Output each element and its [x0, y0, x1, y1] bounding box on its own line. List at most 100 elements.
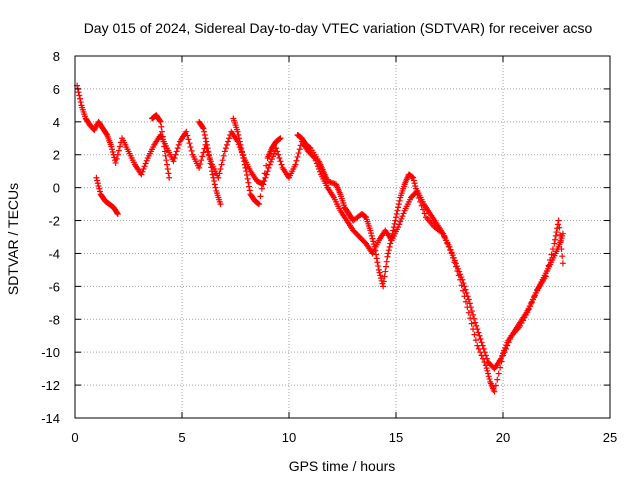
- x-tick-label: 15: [389, 430, 403, 445]
- data-point: [207, 160, 214, 167]
- data-point: [502, 345, 509, 352]
- data-point: [94, 180, 101, 187]
- data-point: [373, 251, 380, 258]
- data-point: [277, 158, 284, 165]
- data-point: [266, 161, 273, 168]
- data-point: [501, 349, 508, 356]
- data-point: [235, 131, 242, 138]
- data-point: [372, 247, 379, 254]
- data-point: [262, 174, 269, 181]
- data-point: [386, 243, 393, 250]
- data-point: [466, 300, 473, 307]
- data-point: [479, 342, 486, 349]
- data-point: [171, 155, 178, 162]
- y-tick-label: -8: [48, 312, 60, 327]
- data-point: [461, 283, 468, 290]
- data-point: [371, 243, 378, 250]
- data-point: [256, 201, 263, 208]
- data-point: [500, 352, 506, 359]
- data-point: [142, 160, 149, 167]
- data-point: [394, 207, 401, 214]
- y-tick-label: 6: [53, 82, 60, 97]
- data-point: [143, 157, 150, 164]
- data-point: [420, 206, 427, 213]
- data-point: [188, 147, 195, 154]
- y-tick-label: 8: [53, 49, 60, 64]
- grid-lines: [75, 56, 610, 418]
- data-point: [559, 230, 566, 237]
- data-point: [467, 315, 474, 322]
- data-point: [458, 282, 465, 289]
- data-point: [260, 178, 267, 185]
- data-point: [388, 237, 395, 244]
- data-point: [212, 184, 219, 191]
- data-point: [108, 143, 115, 150]
- data-point: [393, 214, 399, 221]
- data-point: [75, 89, 82, 96]
- data-point: [375, 263, 382, 270]
- plot-frame: [74, 55, 611, 419]
- data-point: [210, 174, 217, 181]
- data-point: [395, 204, 402, 211]
- x-tick-label: 10: [282, 430, 296, 445]
- data-point: [461, 293, 468, 300]
- data-point: [411, 180, 418, 187]
- data-point: [96, 188, 103, 195]
- data-point: [156, 117, 163, 124]
- data-point: [398, 215, 405, 222]
- data-point: [451, 259, 458, 266]
- data-point: [211, 181, 218, 188]
- data-point: [275, 151, 282, 158]
- data-point: [452, 263, 459, 270]
- data-point: [196, 164, 203, 171]
- data-point: [542, 273, 549, 280]
- data-point: [442, 237, 449, 244]
- data-point: [485, 373, 492, 380]
- y-tick-label: 0: [53, 181, 60, 196]
- data-point: [112, 159, 119, 166]
- data-point: [158, 123, 165, 130]
- data-point: [276, 155, 283, 162]
- data-point: [205, 148, 212, 155]
- data-point: [211, 178, 218, 185]
- data-point: [243, 168, 250, 175]
- y-tick-label: 4: [53, 115, 60, 130]
- data-point: [368, 232, 375, 239]
- data-point: [263, 162, 270, 169]
- data-point: [160, 138, 167, 145]
- data-point: [559, 260, 566, 267]
- data-point: [242, 164, 249, 171]
- data-point: [141, 163, 148, 170]
- data-point: [390, 227, 397, 234]
- data-point: [558, 246, 565, 253]
- data-point: [241, 161, 248, 168]
- y-tick-label: 2: [53, 148, 60, 163]
- data-point: [385, 247, 392, 254]
- data-point: [457, 276, 464, 283]
- data-point: [380, 283, 387, 290]
- data-point: [95, 182, 102, 189]
- x-tick-label: 20: [496, 430, 510, 445]
- data-point: [465, 309, 472, 316]
- y-tick-label: -4: [48, 246, 60, 261]
- data-point: [374, 259, 381, 266]
- data-point: [552, 236, 559, 243]
- data-point: [295, 150, 302, 157]
- data-point: [367, 227, 374, 234]
- data-point: [505, 339, 512, 346]
- chart-title: Day 015 of 2024, Sidereal Day-to-day VTE…: [84, 20, 593, 36]
- data-point: [114, 151, 121, 158]
- data-point: [370, 241, 377, 248]
- data-point: [139, 168, 146, 175]
- data-point: [494, 376, 501, 383]
- data-point: [244, 175, 251, 182]
- data-point: [161, 143, 168, 150]
- data-point: [238, 148, 245, 155]
- data-point: [103, 130, 110, 137]
- data-point: [221, 148, 228, 155]
- data-point: [161, 148, 168, 155]
- data-point: [440, 230, 447, 237]
- data-point: [448, 250, 455, 257]
- data-point: [544, 268, 551, 275]
